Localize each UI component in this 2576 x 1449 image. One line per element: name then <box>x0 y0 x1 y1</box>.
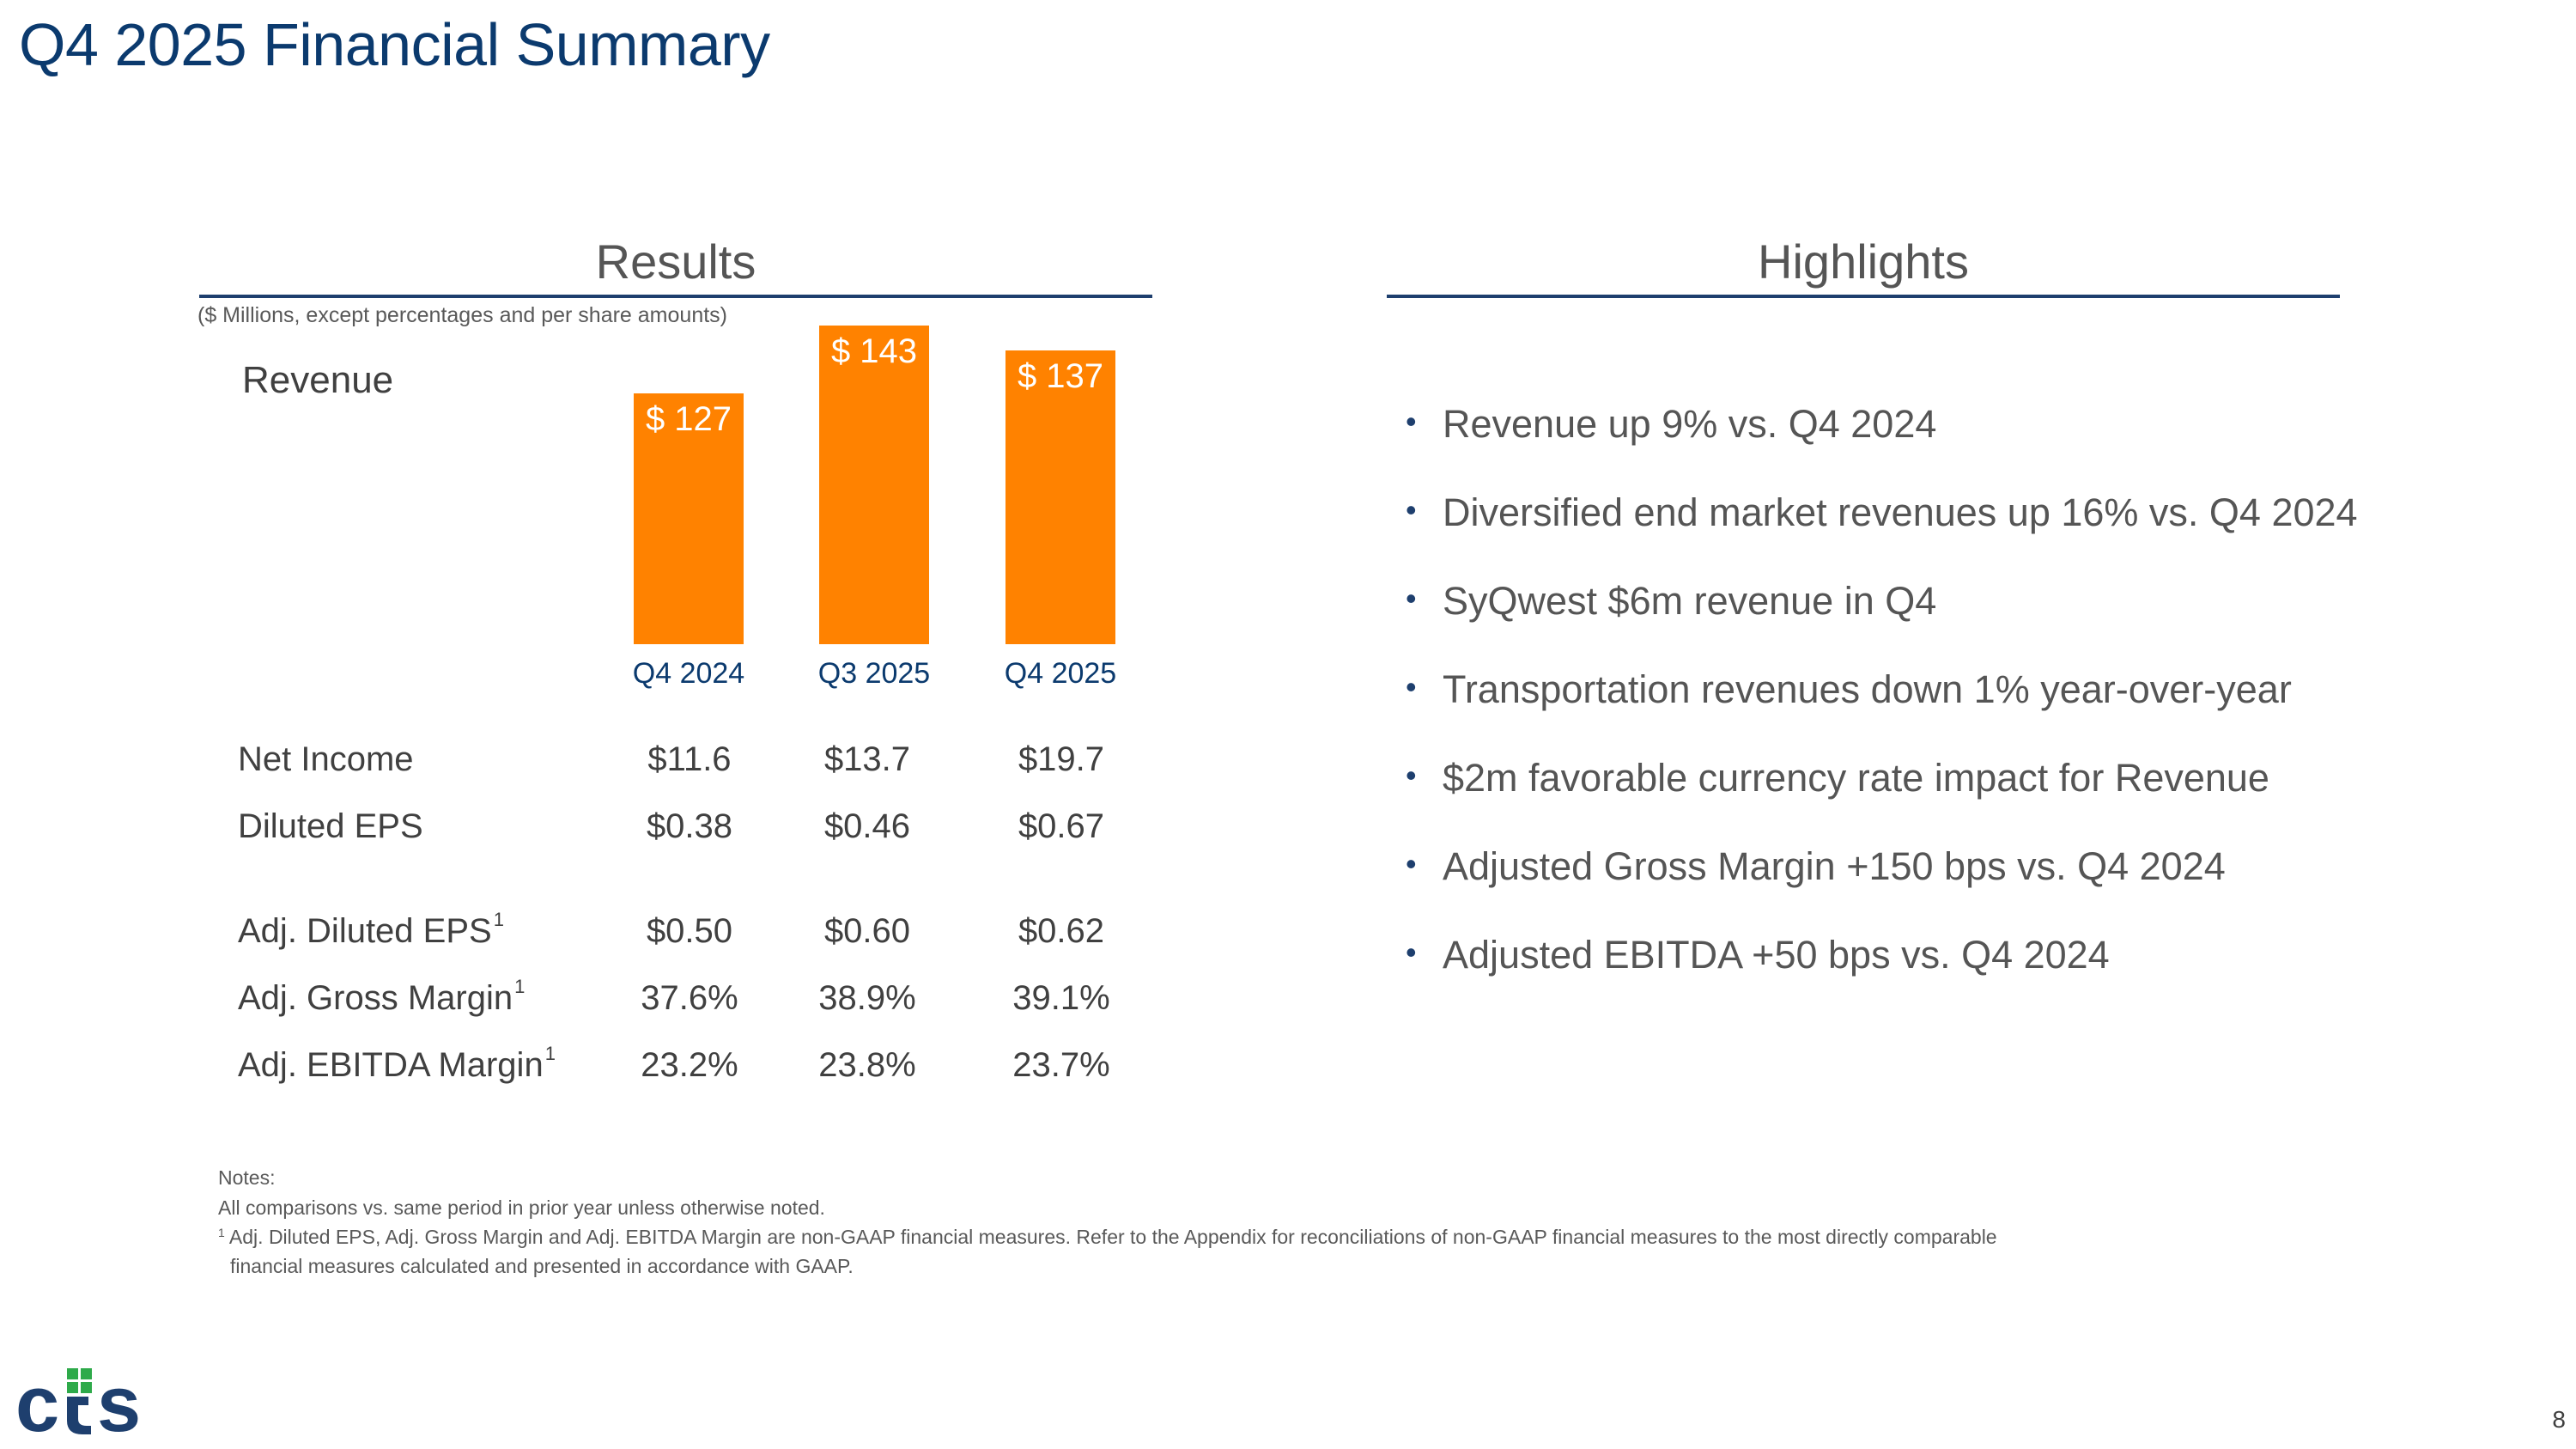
notes-heading: Notes: <box>218 1166 276 1189</box>
highlight-item: $2m favorable currency rate impact for R… <box>1443 756 2269 800</box>
revenue-bar <box>1005 350 1115 644</box>
row-label-text: Adj. Diluted EPS <box>238 912 492 950</box>
revenue-label: Revenue <box>242 359 394 401</box>
svg-text:c: c <box>15 1364 58 1441</box>
bar-value-label: $ 143 <box>830 332 918 370</box>
footnote-marker: 1 <box>514 976 526 997</box>
cts-logo: c s <box>15 1364 141 1441</box>
table-row-label: Adj. Gross Margin1 <box>238 976 526 1018</box>
table-row-label: Adj. Diluted EPS1 <box>238 909 504 951</box>
category-label: Q3 2025 <box>817 657 931 690</box>
bullet-icon: • <box>1406 935 1417 970</box>
table-cell: $13.7 <box>823 740 911 778</box>
table-cell: $0.67 <box>1018 807 1105 845</box>
table-cell: $19.7 <box>1018 740 1105 778</box>
highlight-item: Adjusted EBITDA +50 bps vs. Q4 2024 <box>1443 933 2110 977</box>
highlight-item: Transportation revenues down 1% year-ove… <box>1443 667 2292 711</box>
footnote-marker: 1 <box>544 1043 556 1064</box>
highlight-item: Adjusted Gross Margin +150 bps vs. Q4 20… <box>1443 844 2226 888</box>
table-row-label: Adj. EBITDA Margin1 <box>238 1043 556 1085</box>
bullet-icon: • <box>1406 669 1417 704</box>
row-label-text: Adj. EBITDA Margin <box>238 1046 544 1084</box>
table-cell: 23.8% <box>818 1046 916 1084</box>
revenue-bar <box>819 326 929 644</box>
table-row-label: Diluted EPS <box>238 807 423 846</box>
note-line-2: 1 Adj. Diluted EPS, Adj. Gross Margin an… <box>218 1226 1997 1249</box>
results-divider <box>199 295 1152 298</box>
table-cell: 39.1% <box>1012 979 1110 1017</box>
row-label-text: Net Income <box>238 740 414 778</box>
highlight-item: SyQwest $6m revenue in Q4 <box>1443 579 1937 623</box>
slide-title: Q4 2025 Financial Summary <box>19 11 770 78</box>
table-cell: 23.7% <box>1012 1046 1110 1084</box>
note-line-2-text: Adj. Diluted EPS, Adj. Gross Margin and … <box>228 1226 1997 1248</box>
table-row-label: Net Income <box>238 740 414 779</box>
footnote-marker: 1 <box>218 1226 225 1239</box>
note-line-1: All comparisons vs. same period in prior… <box>218 1196 825 1219</box>
table-cell: $0.38 <box>646 807 733 845</box>
bullet-icon: • <box>1406 492 1417 527</box>
table-cell: $0.50 <box>646 912 733 950</box>
table-cell: $0.60 <box>823 912 911 950</box>
svg-text:s: s <box>97 1364 141 1441</box>
table-cell: $0.62 <box>1018 912 1105 950</box>
page-number: 8 <box>2552 1406 2566 1433</box>
bullet-icon: • <box>1406 758 1417 793</box>
revenue-bar <box>634 393 744 644</box>
row-label-text: Diluted EPS <box>238 807 423 845</box>
category-label: Q4 2025 <box>1004 657 1117 690</box>
bullet-icon: • <box>1406 846 1417 881</box>
units-note: ($ Millions, except percentages and per … <box>197 303 727 327</box>
footnote-marker: 1 <box>493 909 504 930</box>
highlight-item: Revenue up 9% vs. Q4 2024 <box>1443 402 1937 446</box>
bar-value-label: $ 127 <box>645 400 732 438</box>
highlights-divider <box>1387 295 2340 298</box>
note-line-3: financial measures calculated and presen… <box>230 1255 854 1277</box>
row-label-text: Adj. Gross Margin <box>238 979 513 1017</box>
highlight-item: Diversified end market revenues up 16% v… <box>1443 490 2358 534</box>
bullet-icon: • <box>1406 404 1417 439</box>
table-cell: 37.6% <box>641 979 738 1017</box>
bar-value-label: $ 137 <box>1017 357 1104 395</box>
bullet-icon: • <box>1406 581 1417 616</box>
table-cell: $11.6 <box>647 740 732 778</box>
results-heading: Results <box>595 234 756 289</box>
category-label: Q4 2024 <box>632 657 745 690</box>
table-cell: 38.9% <box>818 979 916 1017</box>
table-cell: $0.46 <box>823 807 911 845</box>
table-cell: 23.2% <box>641 1046 738 1084</box>
highlights-heading: Highlights <box>1758 234 1969 289</box>
